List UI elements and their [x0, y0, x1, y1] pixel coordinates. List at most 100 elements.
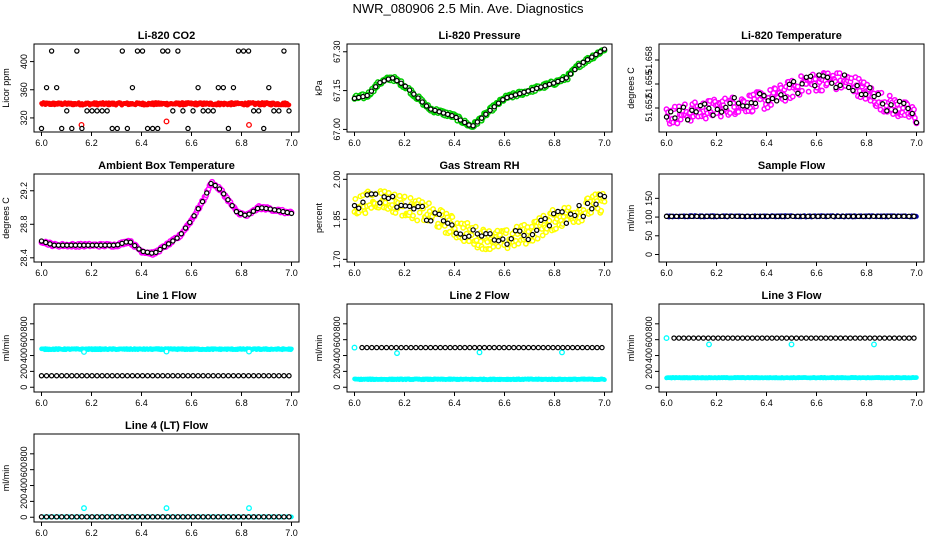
point-2-5-min-avg [550, 80, 557, 86]
point-2-5-min-avg [245, 373, 252, 379]
point-2-5-min-avg [774, 213, 781, 220]
point-2-5-min-avg [795, 90, 801, 97]
point-2-5-min-avg [534, 85, 540, 92]
point-2-5-min-avg [471, 344, 478, 351]
point-2-5-min-avg [175, 48, 181, 54]
point-2-5-min-avg [521, 232, 527, 239]
point-2-5-min-avg [398, 80, 404, 87]
plot-data [351, 188, 608, 253]
point-2-5-min-avg [119, 48, 126, 54]
point-2-5-min-avg [857, 335, 863, 341]
y-axis-label: ml/min [314, 335, 324, 362]
point-2-5-min-avg [550, 211, 557, 217]
x-tick-label: 6.6 [498, 138, 511, 148]
point-2-5-min-avg [714, 106, 721, 113]
plot-frame [658, 43, 925, 133]
x-tick-label: 6.2 [398, 398, 411, 408]
point-2-5-min-avg [43, 84, 50, 91]
x-tick-label: 7.0 [910, 138, 923, 148]
point-2-5-min-avg [200, 514, 206, 520]
point-2-5-min-avg [134, 48, 141, 54]
point-raw [914, 375, 919, 380]
y-tick-label: 360 [19, 82, 29, 97]
point-2-5-min-avg [799, 81, 805, 87]
point-raw [836, 70, 843, 77]
point-2-5-min-avg [284, 209, 290, 216]
point-2-5-min-avg [841, 72, 848, 78]
point-2-5-min-avg [695, 335, 702, 341]
point-2-5-min-avg [574, 344, 581, 351]
point-2-5-min-avg [724, 213, 730, 220]
point-2-5-min-avg [406, 203, 413, 210]
point-2-5-min-avg [210, 373, 216, 379]
point-2-5-min-avg [271, 108, 277, 114]
point-2-5-min-avg [240, 514, 247, 520]
point-2-5-min-avg [99, 514, 105, 520]
point-2-5-min-avg [191, 213, 197, 219]
x-tick-label: 6.6 [185, 398, 198, 408]
x-tick-label: 7.0 [285, 398, 298, 408]
point-2-5-min-avg [250, 108, 257, 114]
x-tick-label: 6.0 [660, 268, 673, 278]
y-tick-label: 150 [644, 191, 654, 206]
x-tick-label: 6.8 [548, 398, 561, 408]
point-2-5-min-avg [185, 514, 191, 520]
point-2-5-min-avg [559, 209, 565, 215]
point-raw [352, 196, 359, 202]
point-2-5-min-avg [245, 514, 252, 520]
point-2-5-min-avg [668, 213, 675, 220]
plot-data [38, 505, 294, 520]
point-2-5-min-avg [833, 84, 839, 91]
point-2-5-min-avg [139, 514, 146, 520]
point-2-5-min-avg [99, 373, 105, 379]
point-2-5-min-avg [351, 202, 358, 209]
point-2-5-min-avg [185, 373, 191, 379]
x-tick-label: 6.8 [548, 268, 561, 278]
x-tick-label: 6.8 [860, 268, 873, 278]
point-raw [425, 200, 432, 207]
point-2-5-min-avg [423, 217, 430, 223]
point-2-5-min-avg [43, 239, 49, 246]
point-2-5-min-avg [84, 108, 90, 114]
point-2-5-min-avg [483, 231, 489, 237]
point-2-5-min-avg [478, 233, 485, 239]
point-raw [246, 122, 252, 128]
point-2-5-min-avg [757, 91, 763, 97]
point-2-5-min-avg [457, 117, 464, 123]
point-2-5-min-avg [385, 195, 392, 202]
point-raw [565, 204, 572, 211]
point-2-5-min-avg [690, 335, 697, 341]
point-2-5-min-avg [84, 514, 90, 520]
point-2-5-min-avg [678, 213, 685, 220]
point-2-5-min-avg [875, 91, 882, 98]
point-raw [477, 238, 484, 245]
point-2-5-min-avg [508, 236, 514, 242]
point-2-5-min-avg [55, 242, 62, 248]
point-2-5-min-avg [704, 213, 710, 220]
point-2-5-min-avg [560, 344, 566, 351]
point-2-5-min-avg [230, 84, 237, 91]
point-2-5-min-avg [892, 108, 899, 114]
point-2-5-min-avg [149, 514, 156, 520]
x-tick-label: 6.2 [85, 138, 98, 148]
point-raw [727, 110, 733, 117]
point-2-5-min-avg [749, 335, 756, 341]
y-tick-label: 1.70 [332, 251, 342, 269]
point-2-5-min-avg [415, 203, 421, 210]
point-2-5-min-avg [43, 514, 50, 520]
point-2-5-min-avg [773, 98, 780, 104]
point-2-5-min-avg [408, 344, 414, 351]
point-2-5-min-avg [845, 213, 852, 220]
point-2-5-min-avg [157, 246, 163, 253]
y-tick-label: 400 [332, 348, 342, 363]
point-2-5-min-avg [160, 48, 166, 54]
point-2-5-min-avg [579, 344, 586, 351]
y-tick-label: 320 [19, 110, 29, 125]
y-tick-label: 50 [644, 231, 654, 241]
point-2-5-min-avg [823, 335, 829, 341]
point-2-5-min-avg [175, 514, 181, 520]
point-2-5-min-avg [700, 335, 707, 341]
panel-li-820-co2: Li-820 CO2 6.0 6.2 6.4 6.6 6.8 7.0 320 360 400 Lic… [1, 30, 300, 148]
point-2-5-min-avg [199, 198, 206, 205]
point-raw [368, 204, 375, 211]
